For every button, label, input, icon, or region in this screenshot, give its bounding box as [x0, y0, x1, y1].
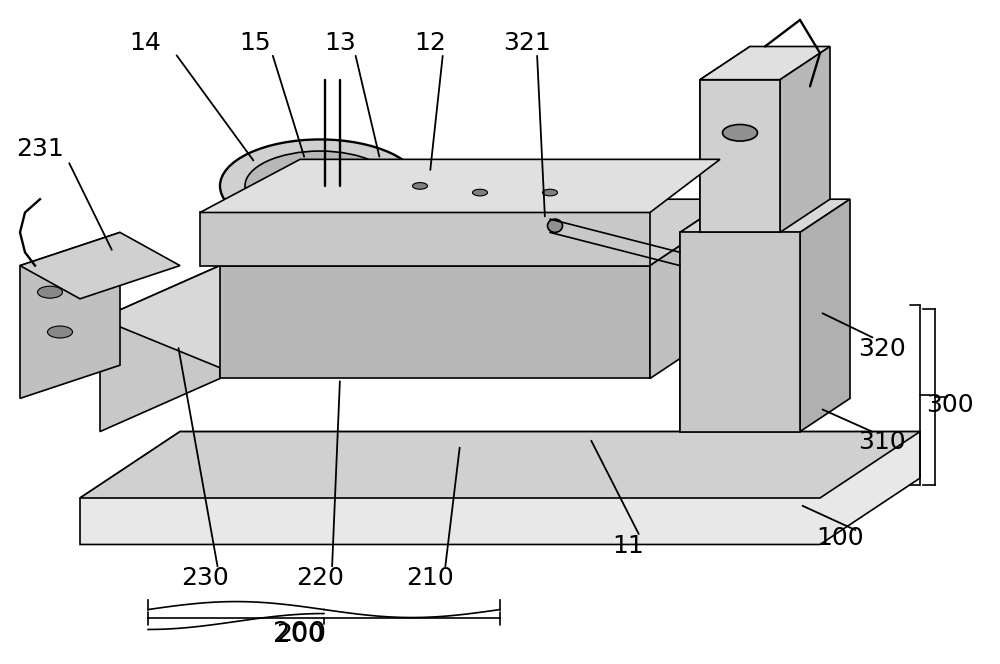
Ellipse shape: [38, 286, 62, 298]
Polygon shape: [20, 232, 180, 299]
Polygon shape: [680, 232, 800, 432]
Ellipse shape: [413, 183, 428, 189]
Text: 15: 15: [239, 31, 271, 55]
Polygon shape: [80, 432, 920, 544]
Text: 220: 220: [296, 566, 344, 590]
Polygon shape: [220, 199, 750, 266]
Text: 310: 310: [858, 430, 906, 454]
Polygon shape: [220, 266, 650, 378]
Ellipse shape: [295, 175, 345, 198]
Text: 12: 12: [414, 31, 446, 55]
Ellipse shape: [722, 125, 758, 141]
Text: 200: 200: [273, 620, 327, 648]
Polygon shape: [100, 266, 220, 432]
Polygon shape: [200, 159, 720, 212]
Text: 14: 14: [129, 31, 161, 55]
Polygon shape: [200, 212, 650, 266]
Polygon shape: [700, 80, 780, 232]
Ellipse shape: [548, 219, 562, 232]
Text: 231: 231: [16, 137, 64, 161]
Ellipse shape: [220, 139, 420, 232]
Polygon shape: [780, 46, 830, 232]
Polygon shape: [800, 199, 850, 432]
Polygon shape: [680, 199, 730, 432]
Polygon shape: [680, 199, 850, 232]
Text: 320: 320: [858, 337, 906, 361]
Polygon shape: [650, 199, 750, 378]
Text: 230: 230: [181, 566, 229, 590]
Text: 321: 321: [503, 31, 551, 55]
Text: 11: 11: [612, 534, 644, 558]
Text: 210: 210: [406, 566, 454, 590]
Ellipse shape: [473, 189, 488, 196]
Text: 300: 300: [926, 393, 974, 417]
Polygon shape: [20, 232, 120, 398]
Text: 200: 200: [276, 622, 324, 646]
Text: 13: 13: [324, 31, 356, 55]
Ellipse shape: [542, 189, 558, 196]
Polygon shape: [700, 46, 830, 80]
Ellipse shape: [48, 326, 72, 338]
Polygon shape: [100, 266, 350, 372]
Text: 100: 100: [816, 526, 864, 550]
Ellipse shape: [245, 151, 395, 221]
Polygon shape: [700, 46, 750, 232]
Polygon shape: [80, 432, 920, 498]
